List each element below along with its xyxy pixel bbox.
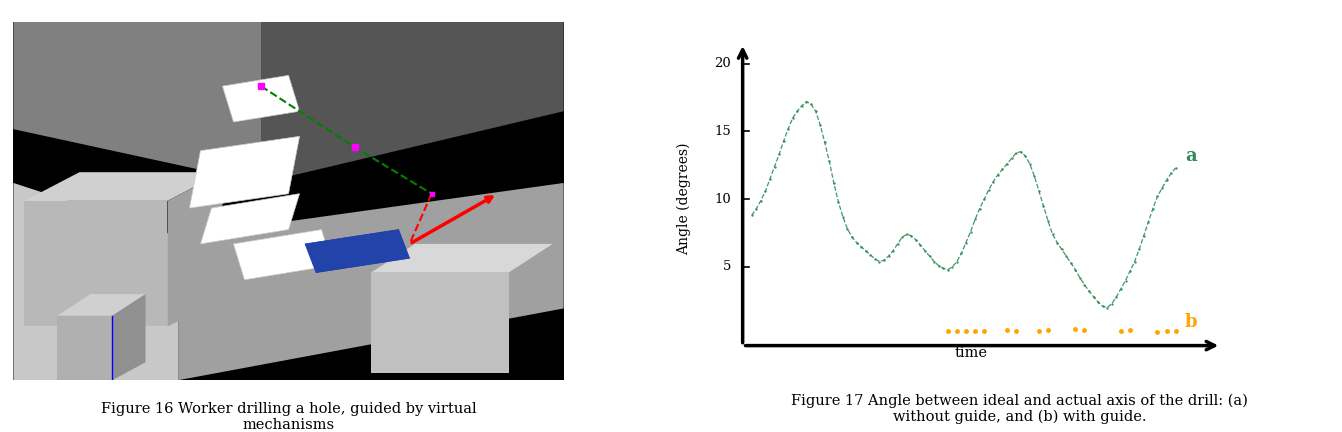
Polygon shape bbox=[168, 172, 223, 327]
Text: 20: 20 bbox=[714, 57, 731, 70]
Polygon shape bbox=[234, 229, 333, 280]
Text: Figure 17 Angle between ideal and actual axis of the drill: (a)
without guide, a: Figure 17 Angle between ideal and actual… bbox=[792, 393, 1248, 424]
Polygon shape bbox=[260, 22, 564, 183]
Text: 15: 15 bbox=[714, 125, 731, 138]
Text: b: b bbox=[1185, 313, 1197, 330]
Polygon shape bbox=[370, 244, 553, 273]
Polygon shape bbox=[113, 294, 145, 380]
Text: a: a bbox=[1185, 147, 1196, 165]
Polygon shape bbox=[58, 316, 113, 380]
Polygon shape bbox=[178, 183, 564, 380]
Polygon shape bbox=[223, 76, 299, 122]
Polygon shape bbox=[305, 229, 409, 273]
Polygon shape bbox=[13, 22, 260, 183]
Polygon shape bbox=[189, 137, 299, 208]
Polygon shape bbox=[58, 294, 145, 316]
Polygon shape bbox=[13, 183, 178, 380]
Polygon shape bbox=[24, 172, 223, 201]
Text: time: time bbox=[954, 346, 988, 359]
Polygon shape bbox=[200, 194, 299, 244]
Polygon shape bbox=[370, 273, 509, 373]
Polygon shape bbox=[24, 201, 168, 327]
Text: Figure 16 Worker drilling a hole, guided by virtual
mechanisms: Figure 16 Worker drilling a hole, guided… bbox=[101, 402, 476, 432]
Text: Angle (degrees): Angle (degrees) bbox=[676, 143, 691, 255]
Text: 10: 10 bbox=[714, 193, 731, 206]
Text: 5: 5 bbox=[723, 260, 731, 273]
